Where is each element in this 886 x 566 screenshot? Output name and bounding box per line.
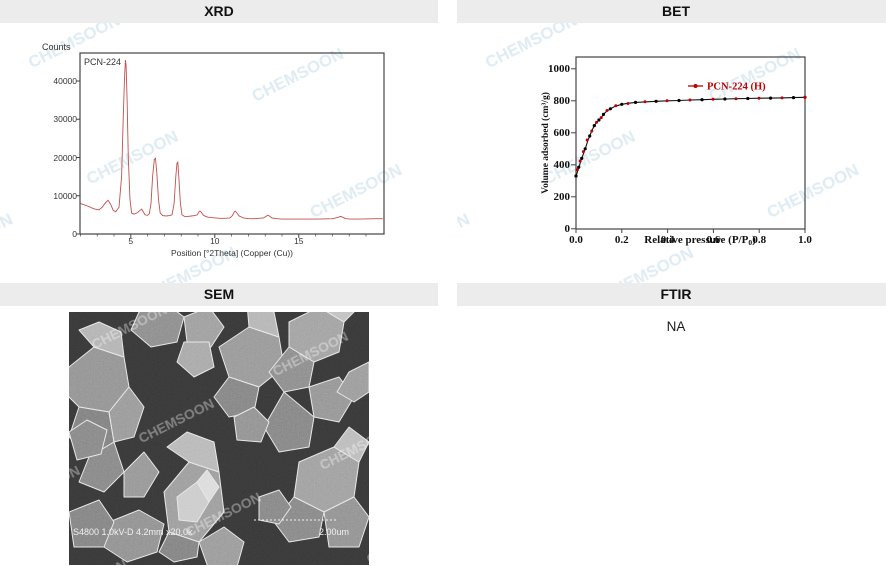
- svg-text:1.0: 1.0: [798, 234, 812, 246]
- svg-text:Relative pressure (P/P0): Relative pressure (P/P0): [644, 234, 756, 247]
- svg-text:20000: 20000: [53, 153, 77, 163]
- svg-text:Position [°2Theta] (Copper (Cu: Position [°2Theta] (Copper (Cu)): [171, 248, 293, 258]
- svg-text:Counts: Counts: [42, 42, 71, 52]
- svg-text:800: 800: [554, 95, 571, 107]
- svg-text:1000: 1000: [548, 63, 571, 75]
- svg-text:400: 400: [554, 159, 571, 171]
- svg-text:600: 600: [554, 127, 571, 139]
- svg-text:200: 200: [554, 191, 571, 203]
- svg-text:40000: 40000: [53, 76, 77, 86]
- svg-text:30000: 30000: [53, 114, 77, 124]
- svg-text:0.0: 0.0: [569, 234, 583, 246]
- svg-text:Volume adsorbed (cm³/g): Volume adsorbed (cm³/g): [540, 92, 551, 194]
- svg-text:0.2: 0.2: [615, 234, 629, 246]
- svg-text:PCN-224 (H): PCN-224 (H): [707, 82, 766, 93]
- svg-text:PCN-224: PCN-224: [84, 57, 121, 67]
- svg-text:10000: 10000: [53, 191, 77, 201]
